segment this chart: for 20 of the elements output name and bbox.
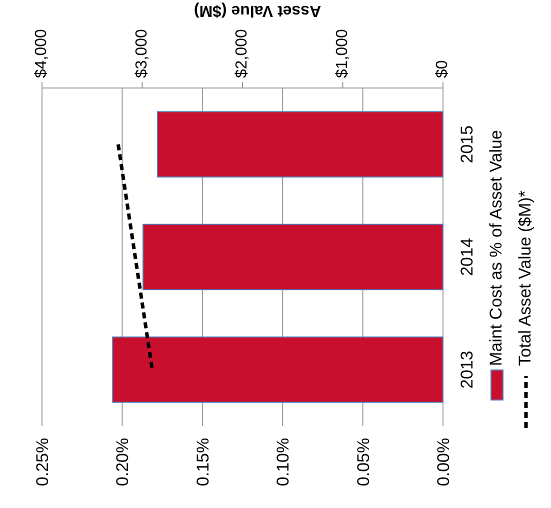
bar <box>142 224 444 290</box>
x-tick-label: 0.20% <box>113 438 132 486</box>
bar <box>112 336 444 403</box>
text: Maint Cost as % of Asset Value <box>486 130 506 366</box>
x2-axis-title: Asset Value ($M) <box>194 2 322 19</box>
x2-tick-label: $4,000 <box>33 28 50 78</box>
x-tick-label: 0.05% <box>354 438 373 486</box>
x2-tick-label: $0 <box>434 60 452 78</box>
x2-tick-label: $3,000 <box>133 28 150 78</box>
y-tick-label: 2013 <box>457 350 476 389</box>
x-tick-label: 0.15% <box>193 438 212 486</box>
y-tick-label: 2015 <box>457 125 476 164</box>
x-tick-label: 0.25% <box>33 438 52 486</box>
x-tick-label: 0.00% <box>434 438 453 486</box>
x2-tick-label: $2,000 <box>234 28 251 78</box>
bar <box>156 111 444 178</box>
y-tick-label: 2014 <box>457 238 476 276</box>
x2-tick-label: $1,000 <box>334 28 351 78</box>
text: Total Asset Value ($M)* <box>515 190 534 366</box>
x-tick-label: 0.10% <box>274 438 293 486</box>
